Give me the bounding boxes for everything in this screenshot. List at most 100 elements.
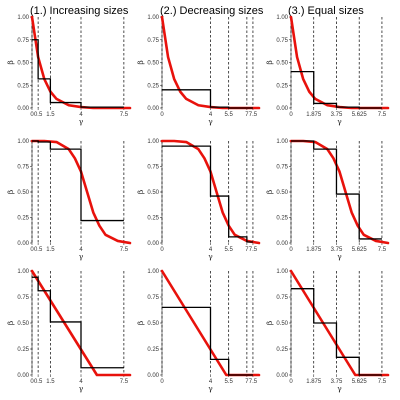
y-tick-label: 0.75 (147, 295, 159, 301)
y-axis-label: β (265, 60, 274, 64)
panel-r2-c1: 0.00 0.25 0.50 0.75 1.00 0 0.5 1.5 4 7.5 γ β (6, 139, 132, 261)
column-title-decreasing: (2.) Decreasing sizes (160, 5, 264, 17)
x-tick-label: 7.5 (249, 112, 258, 118)
y-tick-label: 0.75 (17, 38, 29, 44)
y-axis-label: β (136, 60, 145, 64)
x-tick-label: 5.625 (352, 247, 368, 253)
x-axis-label: γ (337, 384, 342, 393)
y-tick-label: 0.00 (147, 241, 159, 247)
x-axis-label: γ (79, 252, 84, 261)
x-axis-label: γ (337, 252, 342, 261)
panels-group: 0.000.250.500.751.000 0.5 1.5 4 7.5γβ0.000.2… (6, 15, 390, 393)
y-tick-label: 0.50 (276, 190, 288, 196)
y-tick-label: 0.50 (17, 321, 29, 327)
x-tick-label: 7.5 (249, 247, 258, 253)
y-tick-label: 1.00 (17, 15, 29, 21)
y-tick-label: 1.00 (147, 15, 159, 21)
y-tick-label: 0.00 (276, 241, 288, 247)
step-line (291, 70, 382, 109)
column-title-increasing: (1.) Increasing sizes (30, 5, 129, 17)
y-tick-label: 1.00 (147, 269, 159, 275)
x-tick-label: 0 (289, 112, 293, 118)
panel-r3-c3: 0.00 0.25 0.50 0.75 1.00 0 1.875 3.75 5.625 7.5 γ β (265, 269, 390, 393)
y-axis-label: β (136, 321, 145, 325)
y-tick-label: 0.25 (147, 347, 159, 353)
panel-r3-c1: 0.00 0.25 0.50 0.75 1.00 0 0.5 1.5 4 7.5 γ β (6, 269, 132, 393)
step-line (162, 145, 253, 243)
step-line (162, 89, 253, 109)
x-tick-label: 3.75 (331, 247, 343, 253)
y-tick-label: 0.50 (147, 190, 159, 196)
x-tick-label: 7 (245, 247, 249, 253)
x-axis-label: γ (79, 117, 84, 126)
x-tick-label: 3.75 (331, 112, 343, 118)
x-tick-label: 5.5 (225, 112, 234, 118)
x-tick-label: 1.5 (46, 247, 55, 253)
y-axis-label: β (136, 190, 145, 194)
x-axis-label: γ (208, 252, 213, 261)
y-tick-label: 0.00 (147, 373, 159, 379)
x-tick-label: 1.5 (46, 379, 55, 385)
x-tick-label: 7.5 (120, 247, 129, 253)
y-tick-label: 0.50 (17, 190, 29, 196)
y-tick-label: 0.25 (147, 83, 159, 89)
x-tick-label: 0.5 (34, 379, 43, 385)
y-tick-label: 0.50 (276, 321, 288, 327)
curve-line (30, 15, 132, 110)
x-tick-label: 7.5 (378, 379, 387, 385)
y-tick-label: 1.00 (17, 139, 29, 145)
x-tick-label: 0 (289, 247, 293, 253)
y-tick-label: 0.75 (276, 38, 288, 44)
y-tick-label: 0.00 (17, 373, 29, 379)
panel-r1-c3: 0.00 0.25 0.50 0.75 1.00 0 1.875 3.75 5.625 7.5 γ β (265, 15, 390, 126)
y-tick-label: 1.00 (147, 139, 159, 145)
x-tick-label: 0 (160, 247, 164, 253)
y-tick-label: 0.50 (276, 61, 288, 67)
x-tick-label: 7.5 (120, 379, 129, 385)
x-tick-label: 0 (289, 379, 293, 385)
y-tick-label: 0.00 (17, 106, 29, 112)
y-tick-label: 0.25 (276, 347, 288, 353)
y-tick-label: 0.00 (276, 106, 288, 112)
x-tick-label: 0 (160, 379, 164, 385)
curve-line (289, 269, 390, 377)
y-tick-label: 0.00 (276, 373, 288, 379)
y-tick-label: 0.75 (17, 295, 29, 301)
y-tick-label: 0.25 (276, 216, 288, 222)
x-axis-label: γ (79, 384, 84, 393)
panel-r3-c2: 0.00 0.25 0.50 0.75 1.00 0 4 5.5 7 7.5 γ β (136, 269, 261, 393)
y-tick-label: 0.00 (17, 241, 29, 247)
y-tick-label: 0.25 (147, 216, 159, 222)
y-tick-label: 0.75 (276, 165, 288, 171)
y-axis-label: β (265, 190, 274, 194)
y-tick-label: 0.75 (17, 165, 29, 171)
x-tick-label: 5.5 (225, 247, 234, 253)
x-tick-label: 4 (209, 379, 213, 385)
step-line (32, 39, 124, 108)
y-axis-label: β (6, 321, 15, 325)
column-title-equal: (3.) Equal sizes (288, 5, 364, 17)
y-tick-label: 0.25 (17, 83, 29, 89)
curve-line (30, 269, 132, 377)
curve-line (160, 139, 261, 245)
y-tick-label: 0.25 (17, 216, 29, 222)
x-tick-label: 4 (79, 247, 83, 253)
y-tick-label: 1.00 (276, 15, 288, 21)
x-tick-label: 7.5 (249, 379, 258, 385)
x-tick-label: 7 (245, 379, 249, 385)
x-tick-label: 0 (30, 112, 34, 118)
y-tick-label: 0.75 (147, 38, 159, 44)
x-tick-label: 1.875 (306, 379, 322, 385)
x-tick-label: 4 (79, 379, 83, 385)
x-tick-label: 3.75 (331, 379, 343, 385)
y-tick-label: 0.00 (147, 106, 159, 112)
x-tick-label: 0.5 (34, 112, 43, 118)
y-tick-label: 0.50 (147, 61, 159, 67)
x-tick-label: 4 (79, 112, 83, 118)
x-axis-label: γ (208, 117, 213, 126)
panel-r2-c3: 0.00 0.25 0.50 0.75 1.00 0 1.875 3.75 5.625 7.5 γ β (265, 139, 390, 261)
curve-line (289, 139, 390, 245)
y-axis-label: β (6, 190, 15, 194)
x-tick-label: 4 (209, 112, 213, 118)
